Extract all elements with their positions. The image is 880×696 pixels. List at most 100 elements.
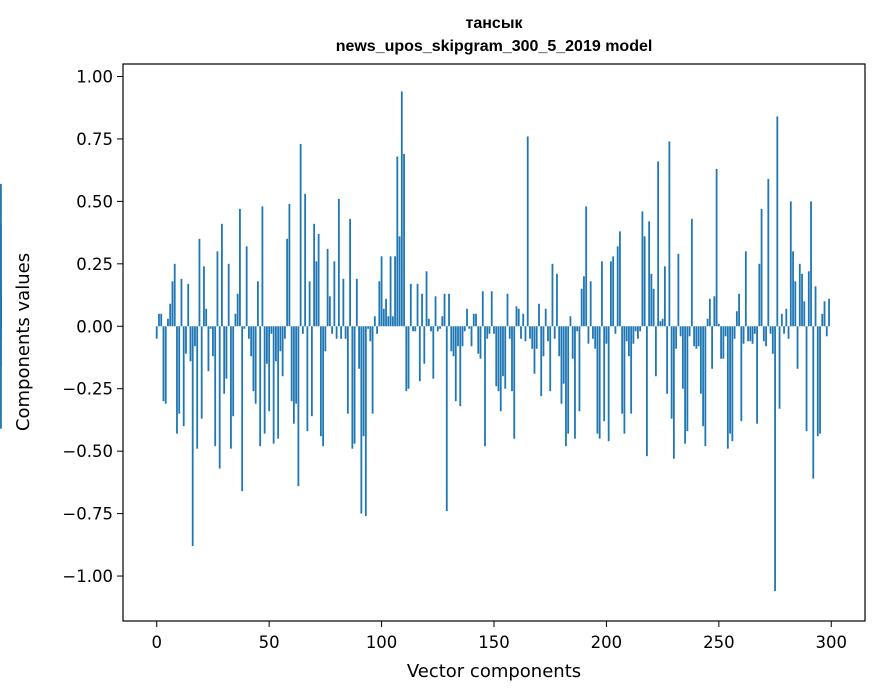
bar — [544, 308, 547, 327]
bar — [484, 326, 486, 447]
bar — [434, 296, 437, 327]
y-tick-label: 0.25 — [76, 255, 113, 274]
bar — [412, 326, 414, 332]
bar — [547, 326, 549, 342]
bar — [250, 326, 253, 357]
bar — [212, 326, 214, 357]
bar — [805, 326, 808, 432]
bar — [567, 326, 570, 434]
bar — [589, 281, 592, 327]
bar — [684, 326, 687, 444]
bar — [470, 326, 473, 347]
bar — [780, 313, 783, 327]
bar — [225, 326, 228, 379]
bar — [239, 208, 241, 327]
x-tick-label: 100 — [366, 633, 398, 652]
bar — [427, 318, 430, 327]
bar — [283, 326, 286, 339]
bar — [565, 326, 567, 447]
bar — [461, 326, 464, 347]
bar — [592, 326, 594, 339]
bar — [729, 326, 731, 434]
y-tick-label: 0.75 — [76, 130, 113, 149]
bar — [423, 326, 426, 364]
bar — [189, 326, 192, 362]
bar — [607, 326, 610, 442]
bar — [234, 313, 237, 327]
bar — [344, 326, 347, 339]
bar — [180, 278, 183, 327]
bar — [549, 326, 552, 392]
y-axis-ticks: −1.00 −0.75 −0.50 −0.25 0.00 0.25 0.50 0.75 1.00 — [62, 67, 123, 586]
bar — [279, 326, 282, 352]
bar — [416, 283, 419, 327]
bar — [789, 201, 792, 327]
bar — [398, 236, 401, 327]
bar — [711, 326, 713, 369]
bar — [735, 311, 738, 327]
bar — [459, 326, 462, 407]
y-tick-label: −0.25 — [62, 380, 113, 399]
bar — [785, 308, 788, 327]
bar — [403, 153, 405, 327]
bar — [254, 326, 257, 404]
bar — [823, 301, 826, 327]
bar — [663, 266, 666, 327]
bar — [765, 326, 767, 347]
bar — [317, 233, 320, 327]
bar — [603, 326, 606, 422]
bar — [371, 326, 374, 414]
bar — [654, 326, 657, 377]
bar — [751, 326, 754, 344]
bar — [277, 326, 280, 439]
bar — [198, 238, 201, 327]
bar — [207, 326, 210, 372]
bar — [681, 326, 684, 389]
bar — [454, 326, 457, 402]
bar — [367, 326, 369, 329]
bar — [263, 326, 266, 434]
bar — [731, 326, 734, 442]
bar — [801, 273, 803, 327]
bar — [517, 308, 520, 327]
bar — [463, 326, 466, 332]
bar — [328, 296, 331, 327]
bar — [272, 326, 275, 444]
bar — [702, 326, 705, 427]
x-tick-label: 250 — [703, 633, 735, 652]
bar — [515, 306, 518, 327]
bar — [756, 326, 758, 424]
chart-title: тансык — [466, 15, 524, 32]
bar — [364, 326, 367, 517]
bar — [583, 276, 585, 327]
bar — [812, 326, 815, 479]
y-tick-label: 1.00 — [76, 67, 113, 86]
bar — [169, 303, 172, 327]
bar — [227, 263, 230, 327]
bar — [574, 326, 576, 439]
bar — [432, 326, 435, 379]
bar — [248, 326, 250, 339]
bar — [441, 316, 444, 327]
y-tick-label: −1.00 — [62, 567, 113, 586]
bar — [713, 296, 716, 327]
bar — [810, 201, 812, 327]
bar — [191, 326, 194, 547]
bar — [794, 281, 797, 327]
bar — [241, 326, 244, 492]
bar — [203, 266, 205, 327]
bar — [488, 326, 491, 334]
bar — [394, 256, 396, 327]
bar — [596, 326, 599, 434]
bar — [697, 326, 700, 347]
bar — [425, 271, 428, 327]
bar — [605, 326, 608, 344]
bar — [187, 283, 190, 327]
bar — [171, 281, 174, 327]
bar — [643, 236, 646, 327]
bar — [362, 326, 365, 437]
bar — [614, 326, 617, 334]
bar — [288, 203, 291, 327]
bar — [173, 263, 176, 327]
